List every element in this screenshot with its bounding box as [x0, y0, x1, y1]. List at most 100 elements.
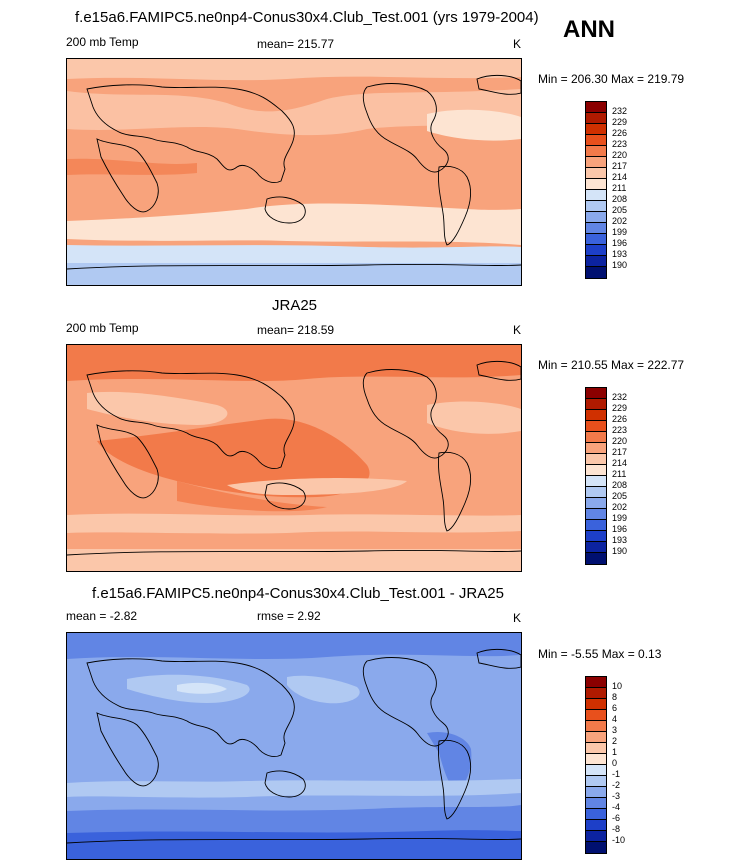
contour-patch [177, 481, 327, 512]
contour-patch [67, 158, 197, 175]
contour-patch [427, 401, 521, 434]
colorbar-segment [586, 476, 606, 487]
colorbar-segment [586, 157, 606, 168]
panel1-variable-label: 200 mb Temp [66, 35, 139, 49]
colorbar-tick-label: 199 [612, 227, 628, 237]
contour-patch [427, 109, 521, 141]
colorbar-segment [586, 190, 606, 201]
colorbar-tick-label: 10 [612, 681, 623, 691]
colorbar-segment [586, 102, 606, 113]
colorbar-tick-label: 202 [612, 502, 628, 512]
colorbar-tick-label: 214 [612, 458, 628, 468]
colorbar-tick-label: 217 [612, 447, 628, 457]
panel3-rmse-label: rmse = 2.92 [257, 609, 321, 623]
colorbar-tick-label: 1 [612, 747, 618, 757]
colorbar-segment [586, 831, 606, 842]
colorbar-tick-label: 205 [612, 205, 628, 215]
colorbar-tick-label: 199 [612, 513, 628, 523]
contour-patch [67, 513, 521, 534]
colorbar-tick-label: 190 [612, 260, 628, 270]
colorbar-segment [586, 776, 606, 787]
colorbar-segment [586, 245, 606, 256]
colorbar-tick-label: 3 [612, 725, 618, 735]
colorbar-segment [586, 509, 606, 520]
colorbar-segment [586, 553, 606, 564]
colorbar-tick-label: 211 [612, 183, 627, 193]
contour-patch [67, 345, 521, 381]
colorbar-tick-label: 208 [612, 194, 628, 204]
panel3-title: f.e15a6.FAMIPC5.ne0np4-Conus30x4.Club_Te… [92, 585, 504, 602]
panel2-mean-label: mean= 218.59 [257, 323, 335, 337]
contour-patch [427, 731, 472, 793]
colorbar-tick-label: 196 [612, 524, 628, 534]
colorbar-segment [586, 531, 606, 542]
panel1-mean-label: mean= 215.77 [257, 37, 335, 51]
colorbar-tick-label: 202 [612, 216, 628, 226]
colorbar-tick-label: -4 [612, 802, 621, 812]
colorbar-segment [586, 135, 606, 146]
colorbar-tick-label: 226 [612, 128, 628, 138]
colorbar-tick-label: 229 [612, 403, 628, 413]
colorbar-segment [586, 765, 606, 776]
season-label: ANN [563, 16, 615, 43]
colorbar-tick-label: 223 [612, 139, 628, 149]
coastlines [67, 360, 521, 556]
colorbar-segment [586, 809, 606, 820]
contour-patch [177, 682, 227, 694]
colorbar-segment [586, 256, 606, 267]
colorbar-tick-label: 208 [612, 480, 628, 490]
colorbar-tick-label: -1 [612, 769, 621, 779]
colorbar-segment [586, 168, 606, 179]
colorbar-tick-label: 226 [612, 414, 628, 424]
colorbar-segment [586, 542, 606, 553]
panel2-title: JRA25 [272, 297, 318, 314]
colorbar-segment [586, 421, 606, 432]
colorbar-tick-label: -8 [612, 824, 621, 834]
colorbar-segment [586, 842, 606, 853]
panel3-mean-label: mean = -2.82 [66, 609, 138, 623]
colorbar-segment [586, 179, 606, 190]
contour-patch [67, 549, 521, 571]
colorbar-tick-label: 232 [612, 106, 628, 116]
panel1-units-label: K [513, 37, 522, 51]
colorbar-tick-label: 220 [612, 150, 628, 160]
colorbar-segment [586, 754, 606, 765]
colorbar-tick-label: 190 [612, 546, 628, 556]
colorbar-segment [586, 721, 606, 732]
colorbar-segment [586, 520, 606, 531]
contour-patch [67, 89, 521, 136]
colorbar-segment [586, 124, 606, 135]
colorbar-tick-label: 2 [612, 736, 618, 746]
colorbar-segment [586, 212, 606, 223]
panel2-units-label: K [513, 323, 522, 337]
colorbar-segment [586, 743, 606, 754]
colorbar-tick-label: -3 [612, 791, 621, 801]
colorbar-tick-label: 193 [612, 535, 628, 545]
contour-patch [97, 418, 370, 498]
contour-patch [67, 263, 521, 285]
colorbar-tick-label: -2 [612, 780, 621, 790]
colorbar-segment [586, 677, 606, 688]
colorbar-tick-label: 0 [612, 758, 618, 768]
colorbar-segment [586, 454, 606, 465]
contour-patch [67, 779, 521, 798]
colorbar-tick-label: 8 [612, 692, 618, 702]
contour-patch [67, 59, 521, 81]
colorbar-tick-label: 4 [612, 714, 618, 724]
colorbar-tick-label: 211 [612, 469, 627, 479]
panel3-map [66, 632, 522, 860]
colorbar-tick-label: 214 [612, 172, 628, 182]
colorbar-segment [586, 688, 606, 699]
panel3-minmax: Min = -5.55 Max = 0.13 [538, 647, 662, 661]
coastlines [67, 648, 521, 844]
panel1-minmax: Min = 206.30 Max = 219.79 [538, 72, 685, 86]
colorbar-tick-label: 220 [612, 436, 628, 446]
colorbar-tick-label: 229 [612, 117, 628, 127]
colorbar-segment [586, 223, 606, 234]
panel2-map [66, 344, 522, 572]
panel1-title: f.e15a6.FAMIPC5.ne0np4-Conus30x4.Club_Te… [75, 9, 539, 26]
colorbar-segment [586, 388, 606, 399]
colorbar-tick-label: 232 [612, 392, 628, 402]
panel3-units-label: K [513, 611, 522, 625]
colorbar-segment [586, 146, 606, 157]
